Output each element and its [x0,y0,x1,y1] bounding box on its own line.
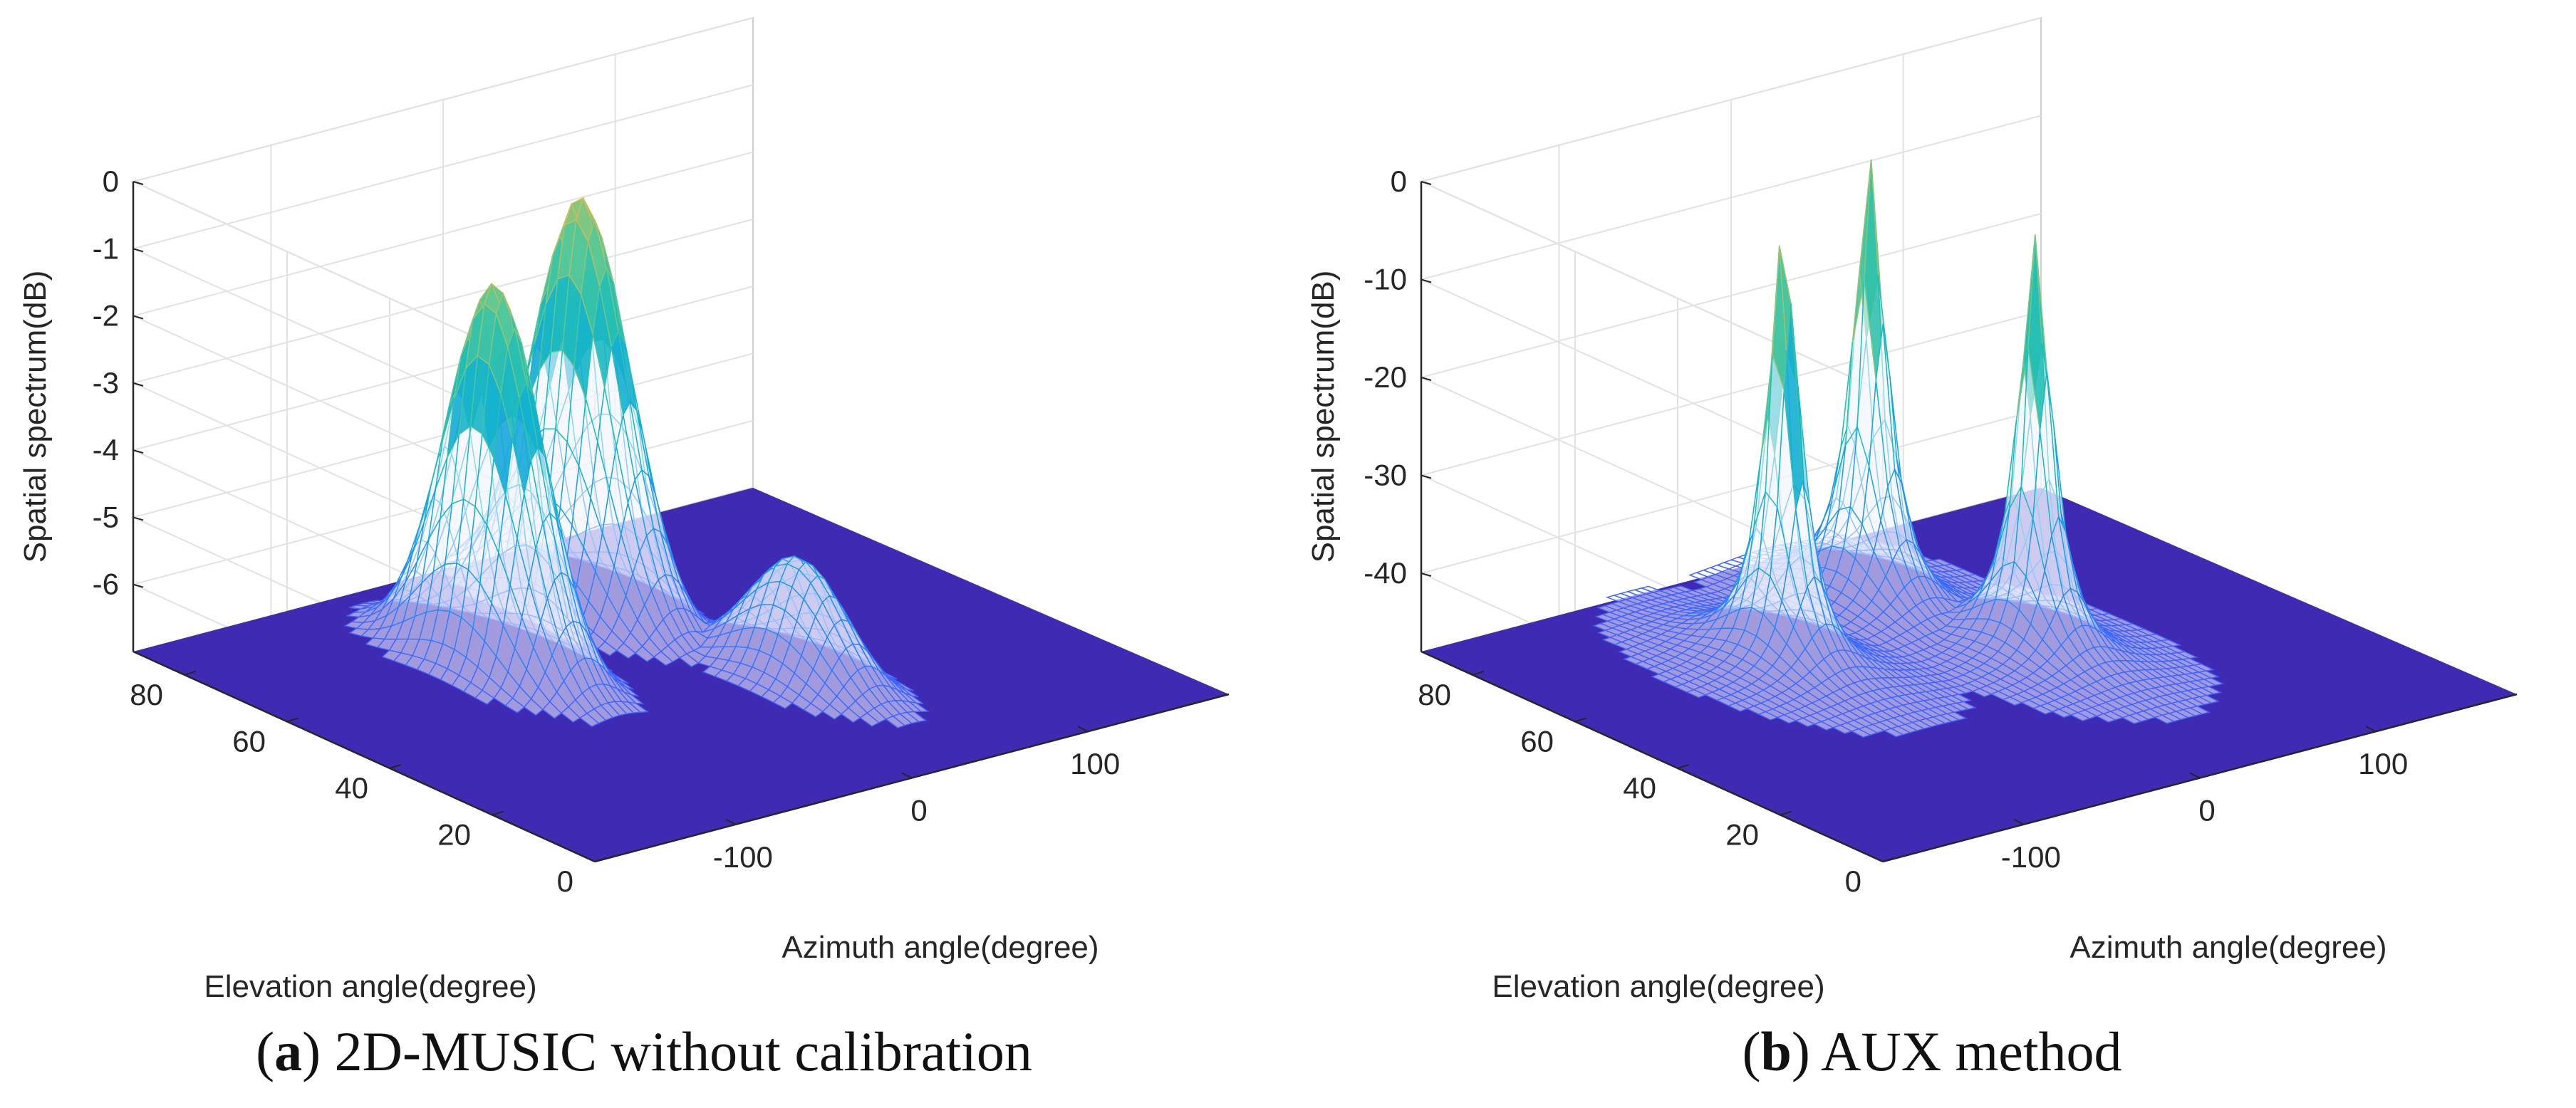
surface-cell [1955,701,1977,710]
z-tick-label: -2 [93,299,119,333]
z-tick-label: -10 [1364,263,1407,296]
surface-cell [614,676,634,690]
panel-b: 0 -10 -20 -30 -40 0 20 40 60 80 -100 0 100 Spatial sp… [1288,0,2576,1108]
surface-cell [2197,670,2220,679]
z-tick-mark [133,315,144,320]
z-tick-label: 0 [103,164,119,198]
z-tick-label: -4 [93,433,119,466]
y-tick-mark [1780,810,1792,816]
y-tick-label: 0 [557,864,573,898]
y-tick-label: 80 [1418,678,1451,711]
x-tick-mark [2189,772,2201,779]
y-tick-label: 60 [232,724,266,758]
x-tick-mark [901,772,913,779]
x-tick-label: -100 [713,840,773,874]
z-tick-mark [133,248,144,253]
z-tick-label: -1 [93,231,119,265]
y-tick-label: 60 [1520,724,1554,758]
y-tick-mark [184,670,197,676]
z-tick-label: -5 [93,500,119,533]
x-tick-mark [2365,726,2377,733]
y-tick-label: 40 [1623,771,1656,805]
y-tick-label: 20 [1725,817,1759,851]
z-tick-mark [133,181,144,185]
x-tick-label: 0 [910,794,927,827]
x-axis-label: Azimuth angle(degree) [2069,930,2387,965]
y-tick-mark [389,763,402,769]
z-tick-mark [1421,474,1432,479]
y-tick-mark [1574,717,1587,723]
z-tick-mark [1421,181,1432,185]
surface-cell [2176,651,2198,659]
z-axis-label: Spatial spectrum(dB) [1306,271,1341,563]
surface-plot-b: 0 -10 -20 -30 -40 0 20 40 60 80 -100 0 100 Spatial sp… [1306,16,2518,1004]
surface-cell [2188,705,2211,715]
surface-cell [907,701,930,712]
y-tick-mark [1677,763,1690,769]
z-tick-label: -3 [93,366,119,399]
surface-cell [2200,686,2223,695]
y-tick-mark [1882,857,1895,862]
y-tick-label: 0 [1845,864,1861,898]
axes: 0 -1 -2 -3 -4 -5 -6 0 20 40 60 80 -100 0 100 Spatial sp… [18,164,1230,1004]
surface [133,197,1229,862]
surface-cell [904,692,924,705]
x-tick-label: 100 [1070,747,1120,780]
z-tick-mark [1421,377,1432,381]
z-tick-label: 0 [1391,164,1407,198]
y-tick-label: 80 [130,678,163,711]
y-axis-label: Elevation angle(degree) [204,969,536,1004]
z-tick-mark [133,516,144,521]
surface-cell [1946,711,1968,721]
y-axis-line [133,650,596,863]
caption-a-letter: a [274,1020,303,1082]
caption-a: (a) 2D-MUSIC without calibration [256,1020,1032,1082]
y-axis-line [1421,650,1884,863]
z-tick-mark [133,583,144,588]
surface [1421,159,2517,862]
y-tick-mark [286,717,299,723]
y-tick-mark [594,857,607,862]
caption-b: (b) AUX method [1742,1020,2122,1082]
surface-cell [905,711,928,723]
axes: 0 -10 -20 -30 -40 0 20 40 60 80 -100 0 100 Spatial sp… [1306,164,2518,1004]
z-tick-mark [133,449,144,454]
x-axis-label: Azimuth angle(degree) [781,930,1099,965]
z-tick-label: -30 [1364,459,1407,492]
y-tick-mark [1472,670,1485,676]
z-tick-label: -6 [93,568,119,601]
surface-cell [1950,694,1973,703]
z-tick-label: -20 [1364,360,1407,394]
x-tick-label: -100 [2001,840,2061,874]
surface-cell [2198,694,2220,704]
z-tick-mark [1421,573,1432,577]
panel-a: 0 -1 -2 -3 -4 -5 -6 0 20 40 60 80 -100 0 100 Spatial sp… [18,16,1230,1082]
z-tick-mark [133,382,144,387]
x-tick-label: 0 [2198,794,2215,827]
surface-cell [2193,663,2215,671]
z-axis-label: Spatial spectrum(dB) [18,271,53,563]
caption-b-text: AUX method [1821,1020,2122,1082]
caption-a-text: 2D-MUSIC without calibration [334,1020,1032,1082]
z-tick-mark [1421,278,1432,283]
y-axis-label: Elevation angle(degree) [1492,969,1824,1004]
x-tick-mark [725,818,737,825]
surface-cell [2202,677,2225,686]
surface-cell [899,686,919,698]
surface-plot-a: 0 -1 -2 -3 -4 -5 -6 0 20 40 60 80 -100 0 100 Spatial sp… [18,16,1230,1004]
surface-cell [2159,639,2182,647]
surface-cell [627,701,649,713]
y-tick-label: 40 [335,771,368,805]
x-tick-mark [2013,818,2025,825]
surface-cell [619,683,639,697]
x-tick-mark [1077,726,1089,733]
y-tick-label: 20 [437,817,471,851]
z-tick-label: -40 [1364,556,1407,590]
caption-b-letter: b [1760,1020,1792,1082]
y-tick-mark [492,810,504,816]
surface-cell [623,691,645,705]
x-tick-label: 100 [2358,747,2408,780]
surface-cell [894,681,915,691]
